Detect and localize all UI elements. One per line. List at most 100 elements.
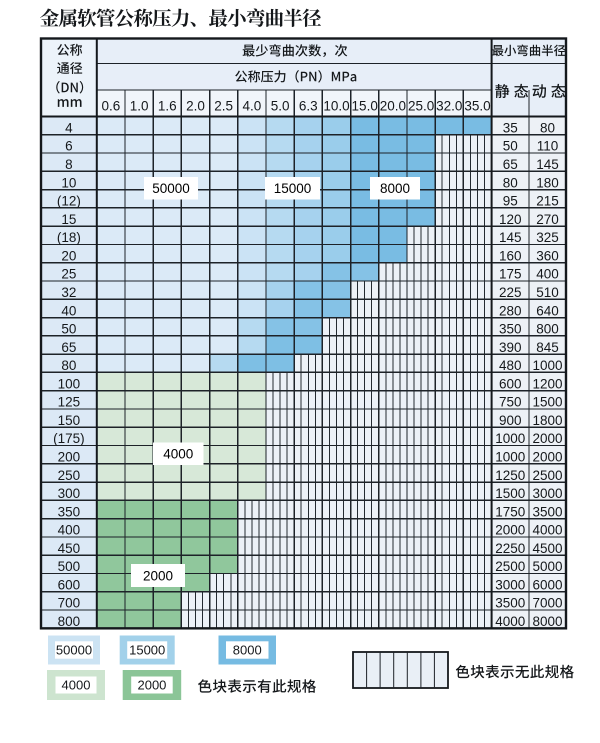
svg-text:3000: 3000 [495,577,525,592]
svg-text:2500: 2500 [495,559,525,574]
svg-text:1.0: 1.0 [130,99,149,114]
svg-text:1250: 1250 [495,468,525,483]
svg-text:125: 125 [58,395,81,410]
svg-text:400: 400 [58,523,81,538]
svg-text:2500: 2500 [532,468,562,483]
svg-text:1500: 1500 [495,486,525,501]
svg-text:215: 215 [536,194,559,209]
svg-text:1000: 1000 [495,431,525,446]
svg-text:80: 80 [503,175,518,190]
svg-text:8: 8 [65,157,73,172]
svg-text:80: 80 [540,120,555,135]
svg-text:280: 280 [499,303,522,318]
svg-text:160: 160 [499,248,522,263]
svg-text:1200: 1200 [532,376,562,391]
svg-text:25: 25 [61,267,76,282]
svg-text:500: 500 [58,559,81,574]
svg-text:390: 390 [499,340,522,355]
svg-text:360: 360 [536,248,559,263]
svg-text:2.0: 2.0 [186,99,205,114]
svg-text:8000: 8000 [532,614,562,629]
svg-text:80: 80 [61,358,76,373]
svg-text:4000: 4000 [62,678,91,693]
svg-text:10: 10 [61,175,76,190]
svg-text:700: 700 [58,596,81,611]
svg-text:20.0: 20.0 [380,99,406,114]
svg-text:3500: 3500 [532,504,562,519]
svg-text:7000: 7000 [532,596,562,611]
svg-text:10.0: 10.0 [323,99,349,114]
svg-text:3000: 3000 [532,486,562,501]
svg-text:300: 300 [58,486,81,501]
svg-text:1.6: 1.6 [158,99,177,114]
svg-text:5.0: 5.0 [271,99,290,114]
svg-text:510: 510 [536,285,559,300]
svg-text:480: 480 [499,358,522,373]
svg-text:1800: 1800 [532,413,562,428]
svg-text:145: 145 [536,157,559,172]
svg-text:6: 6 [65,139,73,154]
svg-text:4000: 4000 [163,447,193,462]
svg-text:15: 15 [61,212,76,227]
svg-text:350: 350 [58,504,81,519]
svg-text:800: 800 [58,614,81,629]
svg-text:100: 100 [58,376,81,391]
svg-text:65: 65 [61,340,76,355]
svg-text:450: 450 [58,541,81,556]
svg-text:(18): (18) [57,230,81,245]
svg-text:175: 175 [499,267,522,282]
svg-text:35: 35 [503,120,518,135]
svg-text:270: 270 [536,212,559,227]
svg-text:15000: 15000 [129,643,165,658]
svg-text:150: 150 [58,413,81,428]
svg-text:2000: 2000 [532,450,562,465]
svg-text:2000: 2000 [137,678,166,693]
svg-text:2.5: 2.5 [214,99,233,114]
svg-text:5000: 5000 [532,559,562,574]
svg-text:400: 400 [536,267,559,282]
svg-text:110: 110 [537,139,559,154]
svg-text:6000: 6000 [532,577,562,592]
svg-text:845: 845 [536,340,559,355]
svg-text:(12): (12) [57,194,81,209]
svg-text:65: 65 [503,157,518,172]
svg-text:1000: 1000 [532,358,562,373]
svg-text:2000: 2000 [532,431,562,446]
svg-text:1500: 1500 [532,395,562,410]
svg-text:2250: 2250 [495,541,525,556]
svg-text:4000: 4000 [532,523,562,538]
svg-text:600: 600 [499,376,522,391]
svg-text:145: 145 [499,230,522,245]
svg-text:325: 325 [536,230,559,245]
svg-text:25.0: 25.0 [408,99,434,114]
svg-text:32: 32 [61,285,76,300]
svg-text:50: 50 [61,322,76,337]
svg-text:8000: 8000 [233,643,262,658]
svg-text:15000: 15000 [274,181,312,196]
svg-text:4.0: 4.0 [243,99,262,114]
svg-text:15.0: 15.0 [352,99,378,114]
svg-text:4: 4 [65,120,73,135]
svg-text:180: 180 [536,175,559,190]
svg-text:350: 350 [499,322,522,337]
svg-text:95: 95 [503,194,518,209]
svg-text:750: 750 [499,395,522,410]
svg-text:600: 600 [58,577,81,592]
svg-text:800: 800 [536,322,559,337]
svg-text:3500: 3500 [495,596,525,611]
svg-text:0.6: 0.6 [102,99,121,114]
svg-text:50: 50 [503,139,518,154]
svg-text:2000: 2000 [495,523,525,538]
svg-text:4000: 4000 [495,614,525,629]
svg-text:2000: 2000 [143,568,173,583]
svg-text:32.0: 32.0 [436,99,462,114]
svg-text:250: 250 [58,468,81,483]
svg-text:20: 20 [61,248,76,263]
svg-text:(175): (175) [53,431,85,446]
svg-text:200: 200 [58,450,81,465]
svg-text:640: 640 [536,303,559,318]
svg-text:8000: 8000 [380,181,410,196]
svg-text:35.0: 35.0 [464,99,490,114]
svg-text:120: 120 [499,212,522,227]
svg-text:6.3: 6.3 [299,99,318,114]
